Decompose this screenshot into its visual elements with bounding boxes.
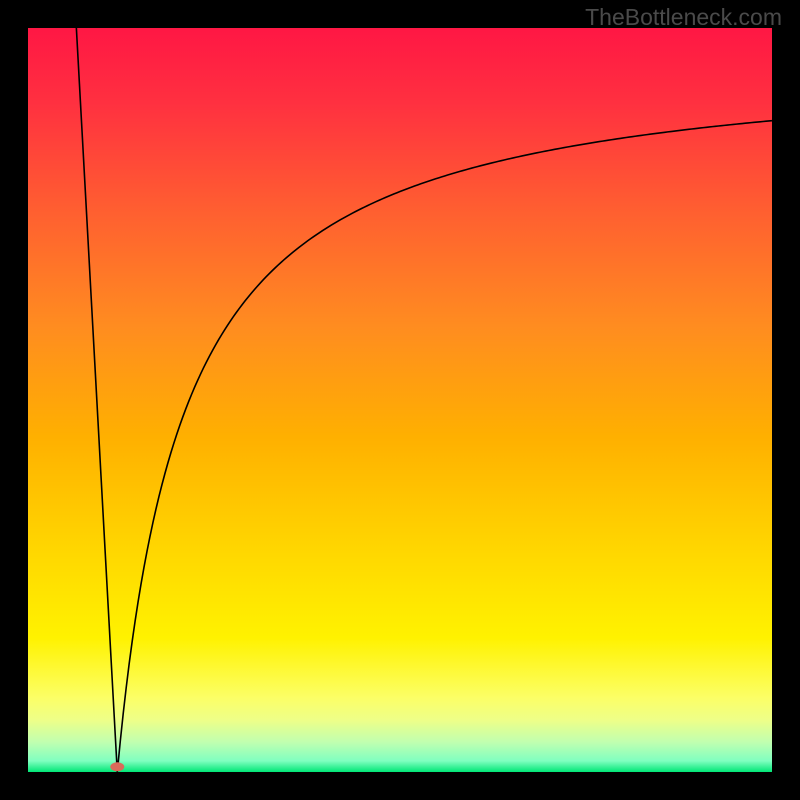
chart-background xyxy=(28,28,772,772)
minimum-marker xyxy=(110,762,124,771)
bottleneck-chart xyxy=(28,28,772,772)
chart-svg xyxy=(28,28,772,772)
watermark-text: TheBottleneck.com xyxy=(585,4,782,31)
